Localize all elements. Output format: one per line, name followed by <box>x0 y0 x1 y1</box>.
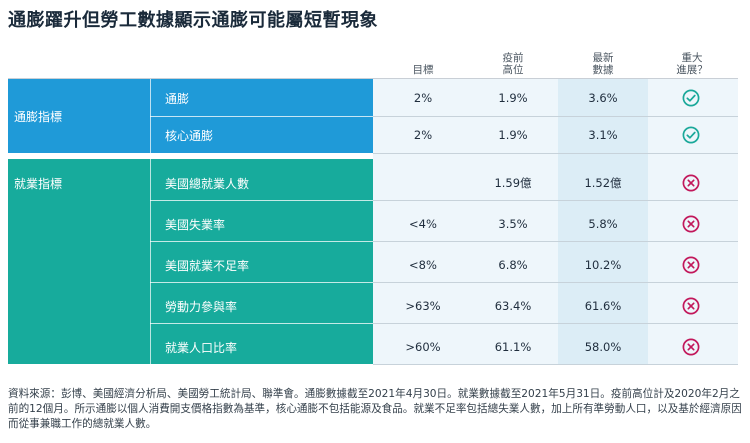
header-divider <box>8 78 738 79</box>
row-divider <box>373 116 738 117</box>
indicator-label: 就業人口比率 <box>165 340 238 355</box>
cell-target <box>383 173 463 193</box>
cell-target: 2% <box>413 128 433 142</box>
source-footnote: 資料來源：彭博、美國經濟分析局、美國勞工統計局、聯準會。通膨數據截至2021年4… <box>8 388 742 430</box>
indicator-label: 美國就業不足率 <box>165 258 250 273</box>
indicator-label: 美國總就業人數 <box>165 176 250 191</box>
check-circle-icon <box>682 89 700 107</box>
indicator-label: 通膨 <box>165 91 190 106</box>
cell-target: 2% <box>413 91 433 105</box>
cross-circle-icon <box>682 256 700 274</box>
cell-pre-pandemic: 1.59億 <box>494 176 532 190</box>
employment-group: 就業指標 美國總就業人數 美國失業率 美國就業不足率 勞動力參與率 就業人口比率 <box>8 159 373 364</box>
indicator-label: 美國失業率 <box>165 217 226 232</box>
cross-circle-icon <box>682 215 700 233</box>
cross-circle-icon <box>682 174 700 192</box>
cross-circle-icon <box>682 297 700 315</box>
row-divider <box>373 241 738 242</box>
cell-target: <8% <box>409 258 437 272</box>
row-divider <box>373 153 738 154</box>
column-bg-target <box>373 79 468 364</box>
group-label-employment: 就業指標 <box>14 176 63 191</box>
cell-latest: 61.6% <box>584 299 622 313</box>
cell-pre-pandemic: 3.5% <box>498 217 528 231</box>
cell-latest: 3.6% <box>588 91 618 105</box>
indicator-label: 勞動力參與率 <box>165 299 238 314</box>
cell-pre-pandemic: 1.9% <box>498 128 528 142</box>
column-header-pre-pandemic: 疫前 高位 <box>502 52 524 76</box>
cell-latest: 5.8% <box>588 217 618 231</box>
row-divider <box>150 282 373 283</box>
row-divider <box>373 282 738 283</box>
column-header-major-progress: 重大 進展？ <box>676 52 708 76</box>
group-label-inflation: 通膨指標 <box>14 109 63 124</box>
cell-pre-pandemic: 63.4% <box>494 299 532 313</box>
row-divider <box>150 116 373 117</box>
cell-pre-pandemic: 6.8% <box>498 258 528 272</box>
row-divider <box>150 200 373 201</box>
table-bottom-rule <box>373 364 738 365</box>
row-divider <box>373 200 738 201</box>
cell-pre-pandemic: 1.9% <box>498 91 528 105</box>
column-bg-latest <box>558 79 648 364</box>
cell-target: >63% <box>405 299 441 313</box>
row-divider <box>373 323 738 324</box>
inflation-group: 通膨指標 通膨 核心通膨 <box>8 79 373 153</box>
cell-target: <4% <box>409 217 437 231</box>
page-title: 通膨躍升但勞工數據顯示通膨可能屬短暫現象 <box>8 10 378 31</box>
column-header-latest: 最新 數據 <box>592 52 614 76</box>
cell-pre-pandemic: 61.1% <box>494 340 532 354</box>
group-divider <box>150 159 151 364</box>
row-divider <box>150 241 373 242</box>
cell-latest: 1.52億 <box>584 176 622 190</box>
cross-circle-icon <box>682 338 700 356</box>
row-divider <box>150 323 373 324</box>
check-circle-icon <box>682 126 700 144</box>
cell-target: >60% <box>405 340 441 354</box>
cell-latest: 10.2% <box>584 258 622 272</box>
indicator-label: 核心通膨 <box>165 128 214 143</box>
column-header-target: 目標 <box>412 64 434 76</box>
cell-latest: 58.0% <box>584 340 622 354</box>
column-bg-pre-pandemic <box>468 79 558 364</box>
cell-latest: 3.1% <box>588 128 618 142</box>
